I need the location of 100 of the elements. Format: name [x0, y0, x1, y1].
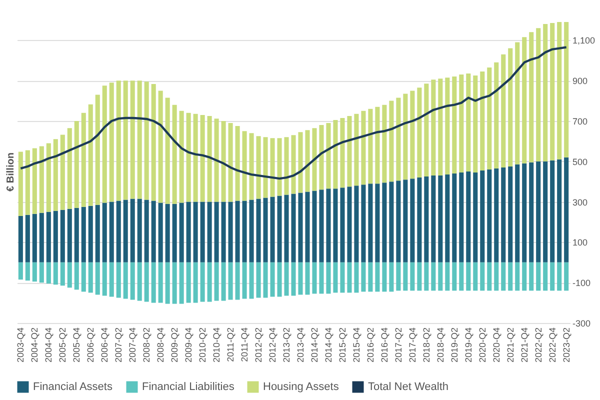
bar — [326, 262, 331, 294]
bar — [235, 126, 240, 201]
bar — [508, 48, 513, 166]
x-tick-label: 2020-Q4 — [491, 328, 502, 363]
x-tick-label: 2013-Q2 — [282, 328, 292, 363]
bar — [158, 202, 163, 262]
bar — [67, 208, 72, 262]
bar — [564, 262, 569, 291]
bar — [312, 262, 317, 294]
x-tick-label: 2008-Q4 — [156, 328, 166, 363]
bar — [25, 150, 30, 215]
bar — [550, 23, 555, 160]
bar — [473, 262, 478, 291]
bar — [417, 262, 422, 291]
bar — [158, 90, 163, 203]
bar — [459, 262, 464, 291]
x-tick-label: 2019-Q2 — [449, 328, 460, 363]
x-tick-label: 2006-Q2 — [86, 328, 96, 363]
bar — [473, 172, 478, 262]
bar — [256, 136, 261, 199]
x-tick-label: 2009-Q4 — [184, 328, 194, 363]
bar — [116, 262, 121, 298]
bar — [242, 262, 247, 299]
x-tick-label: 2004-Q4 — [44, 328, 54, 363]
bar — [396, 98, 401, 181]
bar — [25, 262, 30, 281]
bar — [102, 202, 107, 262]
x-tick-label: 2012-Q4 — [268, 328, 278, 363]
bar — [18, 262, 23, 280]
bar — [494, 168, 499, 262]
bar — [46, 143, 51, 212]
bar — [277, 138, 282, 196]
bar — [130, 262, 135, 300]
bar — [312, 128, 317, 191]
bar — [445, 78, 450, 175]
bar — [151, 262, 156, 303]
bar — [291, 194, 296, 262]
x-tick-label: 2005-Q2 — [58, 328, 68, 363]
bar — [543, 24, 548, 162]
bar — [123, 80, 128, 200]
y-tick-label: 900 — [572, 76, 588, 86]
bar — [522, 163, 527, 262]
bar — [263, 137, 268, 198]
bar — [81, 112, 86, 207]
bar — [25, 214, 30, 262]
bar — [158, 262, 163, 303]
bar — [298, 192, 303, 262]
bar — [403, 94, 408, 180]
bar — [39, 212, 44, 262]
bar — [305, 192, 310, 262]
x-tick-label: 2006-Q4 — [100, 328, 110, 363]
bar — [452, 76, 457, 174]
x-tick-label: 2016-Q2 — [365, 328, 376, 363]
bar — [221, 121, 226, 202]
bar — [403, 262, 408, 291]
bar — [53, 210, 58, 262]
y-axis-title: € Billion — [6, 152, 16, 192]
bar — [151, 84, 156, 201]
bar — [333, 120, 338, 189]
bar — [480, 262, 485, 291]
bar — [284, 262, 289, 296]
bar — [340, 262, 345, 293]
bar — [284, 137, 289, 195]
bar — [200, 114, 205, 202]
bar — [151, 200, 156, 262]
x-tick-label: 2015-Q2 — [337, 328, 348, 363]
bar — [137, 80, 142, 199]
bar — [445, 174, 450, 262]
legend-label: Housing Assets — [263, 381, 340, 393]
bar — [102, 262, 107, 296]
bar — [550, 160, 555, 262]
bar — [284, 194, 289, 262]
bar — [109, 82, 114, 202]
bar — [431, 262, 436, 291]
bar — [543, 161, 548, 262]
bar — [466, 74, 471, 172]
bar — [228, 202, 233, 262]
bar — [179, 262, 184, 304]
bar — [109, 202, 114, 262]
bar — [291, 262, 296, 296]
y-tick-label: 100 — [572, 238, 588, 248]
bar — [214, 262, 219, 301]
bar — [354, 262, 359, 293]
y-tick-label: 300 — [572, 197, 588, 208]
bar — [424, 176, 429, 262]
bar — [46, 212, 51, 262]
bar — [270, 262, 275, 297]
bar — [144, 82, 149, 200]
x-tick-label: 2008-Q2 — [142, 328, 152, 363]
x-tick-label: 2019-Q4 — [463, 328, 474, 363]
bar — [277, 262, 282, 297]
bar — [32, 262, 37, 282]
bar — [368, 184, 373, 262]
bar — [214, 118, 219, 202]
x-tick-label: 2023-Q2 — [561, 328, 572, 363]
bar — [403, 180, 408, 262]
bar — [256, 262, 261, 298]
bar — [319, 190, 324, 262]
bar — [214, 202, 219, 262]
bar — [39, 262, 44, 283]
